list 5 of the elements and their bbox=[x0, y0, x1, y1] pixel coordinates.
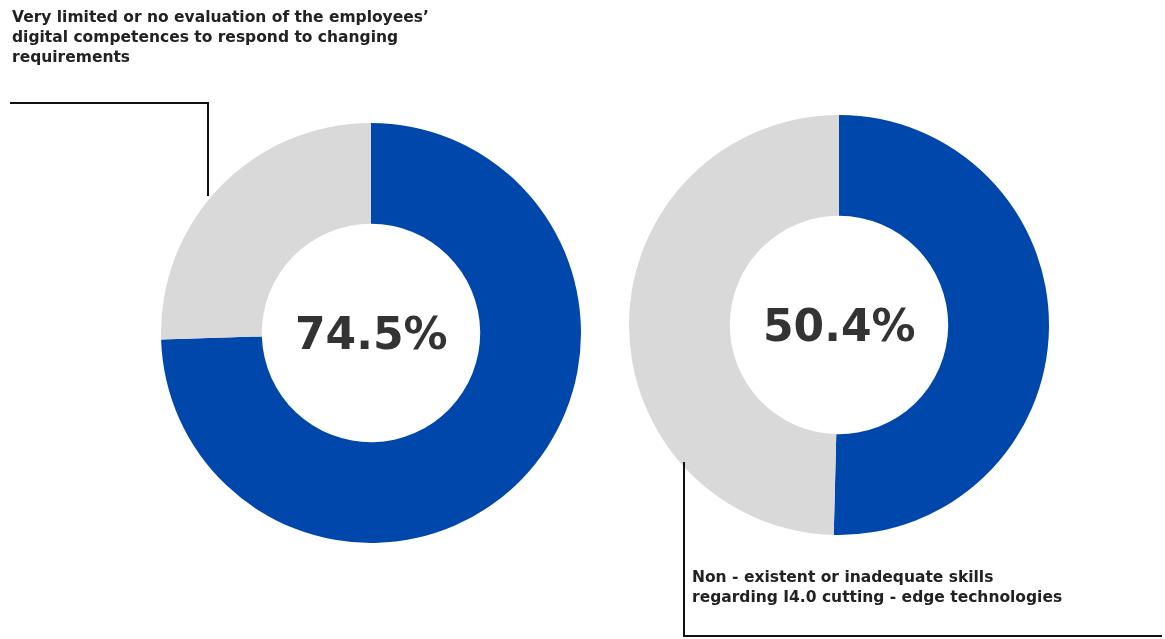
data-label: 74.5% bbox=[295, 308, 448, 359]
data-label: 50.4% bbox=[763, 300, 916, 351]
text: Very limited or no evaluation of the employees’ digital competences to respond to changing requirements bbox=[12, 8, 429, 67]
donut-slice bbox=[161, 123, 581, 543]
text: Non - existent or inadequate skills regarding I4.0 cutting - edge technologies bbox=[692, 568, 1063, 607]
